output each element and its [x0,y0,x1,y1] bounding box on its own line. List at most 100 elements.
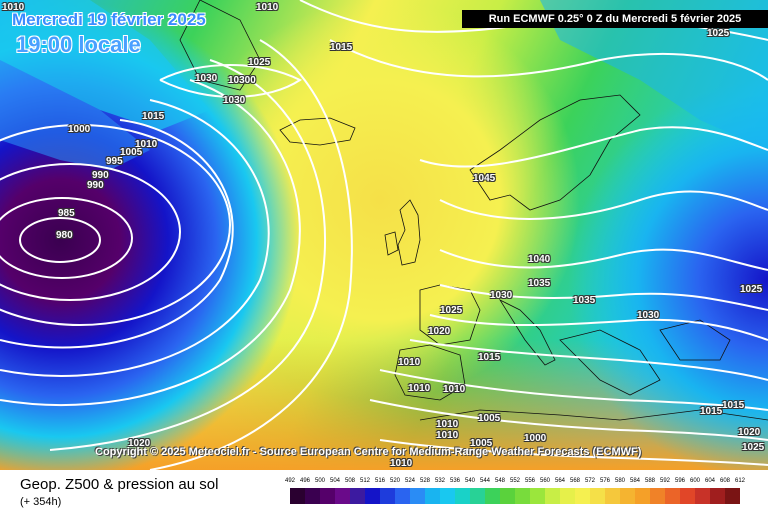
pressure-label: 1010 [443,384,466,395]
forecast-map: Mercredi 19 février 2025 19:00 locale Ru… [0,0,768,470]
pressure-label: 1040 [528,254,551,265]
pressure-label: 1005 [470,438,493,449]
scale-tick-label: 612 [734,478,745,484]
pressure-label: 1015 [722,400,745,411]
scale-color-cell [695,488,710,504]
isobar-1000 [0,124,231,326]
scale-color-cell [335,488,350,504]
scale-color-cell [560,488,575,504]
isobar-1005 [0,119,234,349]
scale-tick-label: 600 [689,478,700,484]
scale-color-cell [365,488,380,504]
scale-color-cell [305,488,320,504]
scale-color-cell [635,488,650,504]
isobar-1040-north [419,126,768,168]
scale-tick-label: 492 [284,478,295,484]
greenland-south-field [0,60,150,170]
pressure-label: 990 [92,170,109,181]
forecast-date: Mercredi 19 février 2025 [12,10,206,29]
scale-tick-label: 540 [464,478,475,484]
pressure-label: 1035 [573,295,596,306]
scale-tick-label: 552 [509,478,520,484]
greenland-field [0,0,210,130]
scale-tick-label: 588 [644,478,655,484]
legend-footer: Geop. Z500 & pression au sol (+ 354h) 49… [0,470,768,512]
scale-color-cell [440,488,455,504]
pressure-label: 1025 [248,57,271,68]
color-scale: 492 496 500 504 508 512 516 520 524 528 532 536 540 5… [284,478,752,506]
pressure-label: 1025 [740,284,763,295]
pressure-label: 1010 [256,2,279,13]
pressure-label: 1025 [440,305,463,316]
run-info-banner: Run ECMWF 0.25° 0 Z du Mercredi 5 févrie… [462,10,768,28]
scale-color-cell [650,488,665,504]
scale-tick-label: 512 [359,478,370,484]
isobar-980 [19,217,101,263]
isobar-1025 [149,39,353,470]
pressure-label: 1015 [330,42,353,53]
isobar-1020 [379,369,768,411]
pressure-label: 1035 [528,278,551,289]
scale-color-cell [470,488,485,504]
isobar-1030 [429,314,768,341]
scale-tick-label: 504 [329,478,340,484]
scale-tick-label: 572 [584,478,595,484]
isobar-1040 [439,248,768,271]
isobar-1035 [439,284,768,311]
scale-color-cell [545,488,560,504]
scale-color-cell [350,488,365,504]
scale-tick-label: 536 [449,478,460,484]
scale-tick-label: 520 [389,478,400,484]
scale-color-cell [455,488,470,504]
scale-color-cell [395,488,410,504]
pressure-label: 1005 [120,147,143,158]
scale-tick-label: 564 [554,478,565,484]
isobar-1020 [49,59,327,451]
ireland-coast [384,231,399,256]
parameter-title: Geop. Z500 & pression au sol [20,476,219,493]
isobar-1030-north [329,39,768,81]
scale-color-cell [725,488,740,504]
pressure-label: 1010 [390,458,413,469]
local-time: 19:00 locale [16,32,141,57]
pressure-label: 1030 [223,95,246,106]
pressure-label: 1005 [478,413,501,424]
scale-tick-label: 560 [539,478,550,484]
scale-color-cell [575,488,590,504]
scale-color-cell [590,488,605,504]
pressure-label: 1015 [478,352,501,363]
balkans-coast [559,329,661,396]
pressure-label: 1000 [524,433,547,444]
isobar-1010 [0,99,270,377]
isobar-1045 [439,190,768,220]
pressure-label: 1015 [142,111,165,122]
pressure-label: 1010 [135,139,158,150]
scale-color-cell [410,488,425,504]
pressure-label: 10300 [228,75,256,86]
scale-tick-label: 516 [374,478,385,484]
scale-tick-label: 580 [614,478,625,484]
scale-tick-label: 604 [704,478,715,484]
scale-tick-label: 532 [434,478,445,484]
scale-color-cell [710,488,725,504]
isobar-1015 [369,399,768,441]
scale-tick-label: 508 [344,478,355,484]
scale-color-cell [665,488,680,504]
scale-tick-label: 556 [524,478,535,484]
scale-tick-label: 608 [719,478,730,484]
isobar-1015 [0,79,301,407]
pressure-label: 990 [87,180,104,191]
scandinavia-coast [469,94,641,211]
arctic-field [540,0,768,150]
scale-color-cell [425,488,440,504]
scale-tick-label: 568 [569,478,580,484]
pressure-label: 1015 [700,406,723,417]
scale-color-cell [515,488,530,504]
pressure-label: 1025 [707,28,730,39]
pressure-label: 995 [106,156,123,167]
scale-tick-label: 576 [599,478,610,484]
scale-color-cell [530,488,545,504]
scale-color-cell [290,488,305,504]
scale-tick-label: 584 [629,478,640,484]
isobar-985 [0,197,133,279]
